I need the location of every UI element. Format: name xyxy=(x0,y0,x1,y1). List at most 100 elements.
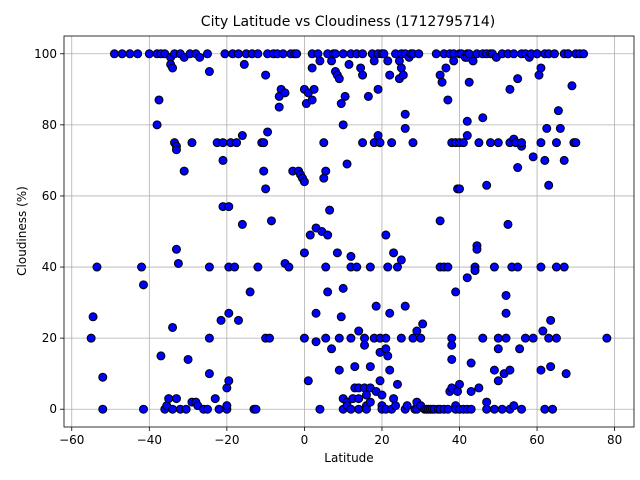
data-point xyxy=(321,262,331,272)
data-point xyxy=(181,404,191,414)
data-point xyxy=(402,401,412,411)
data-point xyxy=(332,248,342,258)
plot-frame xyxy=(63,35,635,428)
x-axis-ticks: −60 −40 −20 0 20 40 60 80 xyxy=(59,427,622,447)
data-point xyxy=(187,138,197,148)
data-point xyxy=(168,322,178,332)
data-point xyxy=(86,333,96,343)
data-point xyxy=(183,354,193,364)
data-point xyxy=(361,404,371,414)
data-point xyxy=(338,49,348,59)
data-point xyxy=(311,337,321,347)
data-point xyxy=(214,404,224,414)
data-point xyxy=(383,262,393,272)
y-axis-label: Cloudiness (%) xyxy=(15,186,29,276)
data-point xyxy=(509,49,519,59)
data-point xyxy=(307,63,317,73)
data-point xyxy=(478,333,488,343)
data-point xyxy=(396,255,406,265)
data-point xyxy=(346,251,356,261)
data-point xyxy=(509,401,519,411)
data-point xyxy=(489,365,499,375)
data-point xyxy=(261,70,271,80)
data-point xyxy=(259,166,269,176)
data-point xyxy=(441,63,451,73)
data-point xyxy=(350,362,360,372)
data-point xyxy=(551,262,561,272)
data-point xyxy=(352,262,362,272)
data-point xyxy=(443,95,453,105)
data-point xyxy=(464,77,474,87)
y-tick-label: 80 xyxy=(42,118,57,132)
data-point xyxy=(391,401,401,411)
data-point xyxy=(474,383,484,393)
data-point xyxy=(179,166,189,176)
data-point xyxy=(336,312,346,322)
data-point xyxy=(458,138,468,148)
data-point xyxy=(398,70,408,80)
data-point xyxy=(501,333,511,343)
data-point xyxy=(315,404,325,414)
data-point xyxy=(98,404,108,414)
data-point xyxy=(546,362,556,372)
data-point xyxy=(544,333,554,343)
data-point xyxy=(274,102,284,112)
data-point xyxy=(513,163,523,173)
data-point xyxy=(299,333,309,343)
data-point xyxy=(354,404,364,414)
data-point xyxy=(125,49,135,59)
data-point xyxy=(468,56,478,66)
data-point xyxy=(336,99,346,109)
data-point xyxy=(474,138,484,148)
chart-title: City Latitude vs Cloudiness (1712795714) xyxy=(201,14,495,30)
data-point xyxy=(330,49,340,59)
data-point xyxy=(482,404,492,414)
data-point xyxy=(309,84,319,94)
data-point xyxy=(431,49,441,59)
data-point xyxy=(462,116,472,126)
data-point xyxy=(412,326,422,336)
data-point xyxy=(478,113,488,123)
data-point xyxy=(462,131,472,141)
data-point xyxy=(551,333,561,343)
data-point xyxy=(551,138,561,148)
data-point xyxy=(222,401,232,411)
data-point xyxy=(156,351,166,361)
data-point xyxy=(323,230,333,240)
data-point xyxy=(325,205,335,215)
data-point xyxy=(340,91,350,101)
data-point xyxy=(571,138,581,148)
data-point xyxy=(443,262,453,272)
data-point xyxy=(517,404,527,414)
data-point xyxy=(466,386,476,396)
data-point xyxy=(92,262,102,272)
data-point xyxy=(542,123,552,133)
data-point xyxy=(447,340,457,350)
y-tick-label: 60 xyxy=(42,189,57,203)
data-point xyxy=(245,287,255,297)
x-tick-label: 60 xyxy=(529,433,544,447)
data-point xyxy=(233,315,243,325)
data-point xyxy=(400,109,410,119)
data-point xyxy=(392,379,402,389)
data-point xyxy=(321,333,331,343)
data-point xyxy=(307,95,317,105)
data-point xyxy=(261,184,271,194)
data-point xyxy=(375,376,385,386)
data-point xyxy=(563,49,573,59)
x-tick-label: 40 xyxy=(452,433,467,447)
data-point xyxy=(528,152,538,162)
data-point xyxy=(204,67,214,77)
data-point xyxy=(501,290,511,300)
data-point xyxy=(263,127,273,137)
data-point xyxy=(299,248,309,258)
data-point xyxy=(239,59,249,69)
data-point xyxy=(437,77,447,87)
data-point xyxy=(553,106,563,116)
data-point xyxy=(517,138,527,148)
data-point xyxy=(466,404,476,414)
data-point xyxy=(224,376,234,386)
y-tick-label: 20 xyxy=(42,331,57,345)
data-point xyxy=(232,138,242,148)
data-point xyxy=(550,49,560,59)
